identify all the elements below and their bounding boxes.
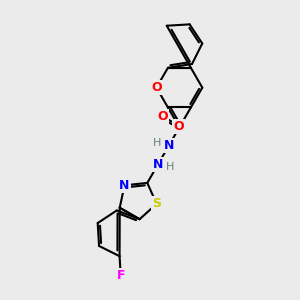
Text: O: O (173, 120, 184, 133)
Text: N: N (153, 158, 164, 171)
Text: N: N (164, 139, 174, 152)
Text: O: O (158, 110, 168, 123)
Text: H: H (166, 162, 175, 172)
Text: O: O (151, 81, 162, 94)
Text: N: N (119, 179, 130, 192)
Text: S: S (152, 197, 161, 210)
Text: H: H (153, 137, 161, 148)
Text: F: F (116, 269, 125, 282)
